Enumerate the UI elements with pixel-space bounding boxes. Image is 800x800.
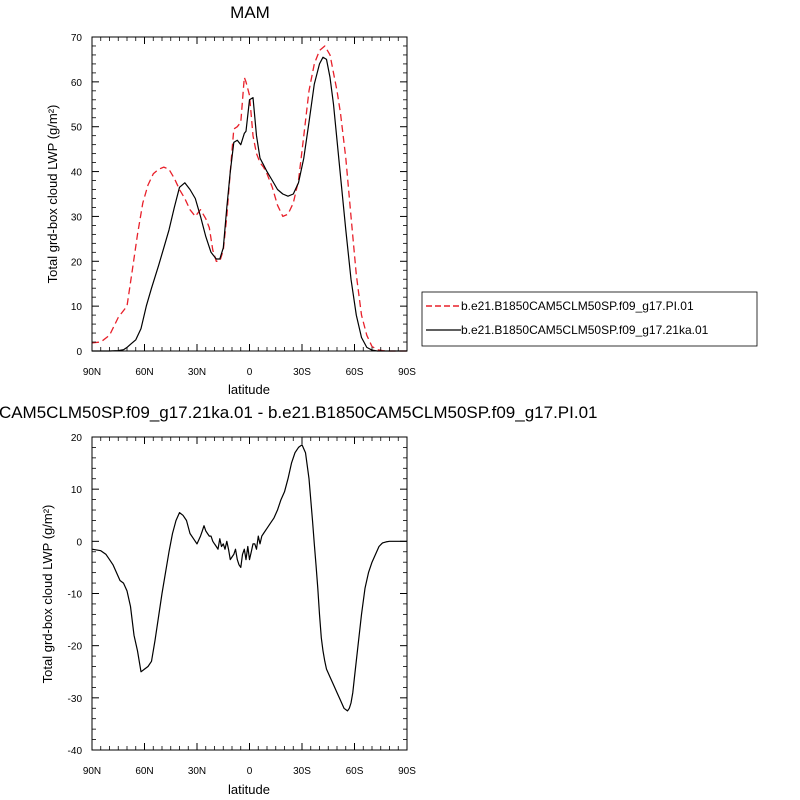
- bottom-y-tick-label: 0: [76, 537, 82, 548]
- top-x-axis-label: latitude: [228, 382, 270, 397]
- top-x-tick-label: 60S: [346, 367, 364, 378]
- top-y-tick-label: 60: [71, 78, 83, 89]
- bottom-y-tick-label: -30: [68, 694, 83, 705]
- bottom-y-axis-label: Total grd-box cloud LWP (g/m²): [40, 505, 55, 684]
- bottom-x-tick-label: 60S: [346, 766, 364, 777]
- legend: b.e21.B1850CAM5CLM50SP.f09_g17.PI.01 b.e…: [421, 291, 758, 347]
- bottom-y-tick-label: -20: [68, 642, 83, 653]
- bottom-plot-frame: [91, 436, 408, 751]
- bottom-y-tick-label: -10: [68, 590, 83, 601]
- bottom-x-tick-label: 90S: [398, 766, 416, 777]
- top-x-tick-label: 30S: [293, 367, 311, 378]
- legend-label-pi: b.e21.B1850CAM5CLM50SP.f09_g17.PI.01: [461, 299, 694, 313]
- top-series-line-0: [91, 45, 407, 352]
- top-y-tick-label: 10: [71, 302, 83, 313]
- bottom-x-tick-label: 30N: [188, 766, 206, 777]
- bottom-series-line-0: [91, 444, 407, 712]
- difference-panel: b.e21.B1850CAM5CLM50SP.f09_g17.21ka.01 -…: [0, 403, 597, 797]
- legend-label-21ka: b.e21.B1850CAM5CLM50SP.f09_g17.21ka.01: [461, 323, 709, 337]
- top-y-tick-label: 20: [71, 257, 83, 268]
- top-y-tick-label: 50: [71, 123, 83, 134]
- top-x-tick-label: 90N: [83, 367, 101, 378]
- top-y-tick-label: 70: [71, 33, 83, 44]
- top-y-axis-label: Total grd-box cloud LWP (g/m²): [45, 105, 60, 284]
- bottom-y-tick-label: -40: [68, 746, 83, 757]
- top-y-tick-label: 40: [71, 168, 83, 179]
- bottom-x-tick-label: 90N: [83, 766, 101, 777]
- bottom-x-tick-label: 30S: [293, 766, 311, 777]
- top-y-tick-label: 0: [76, 347, 82, 358]
- mam-panel: MAM 0 10 20 30 40 50 60 70 90N 60N 30N 0 30S 60S 90S l…: [45, 3, 416, 397]
- legend-box: [421, 291, 758, 347]
- bottom-x-axis-label: latitude: [228, 782, 270, 797]
- top-x-tick-label: 60N: [135, 367, 153, 378]
- top-plot-frame: [91, 36, 408, 352]
- bottom-y-tick-label: 10: [71, 485, 83, 496]
- top-x-tick-label: 30N: [188, 367, 206, 378]
- bottom-y-tick-label: 20: [71, 433, 83, 444]
- top-x-tick-label: 0: [247, 367, 253, 378]
- bottom-x-tick-label: 0: [247, 766, 253, 777]
- top-chart-title: MAM: [230, 3, 270, 22]
- top-y-tick-label: 30: [71, 212, 83, 223]
- top-series-line-1: [92, 56, 407, 352]
- top-x-tick-label: 90S: [398, 367, 416, 378]
- bottom-x-tick-label: 60N: [135, 766, 153, 777]
- bottom-chart-title: b.e21.B1850CAM5CLM50SP.f09_g17.21ka.01 -…: [0, 403, 597, 422]
